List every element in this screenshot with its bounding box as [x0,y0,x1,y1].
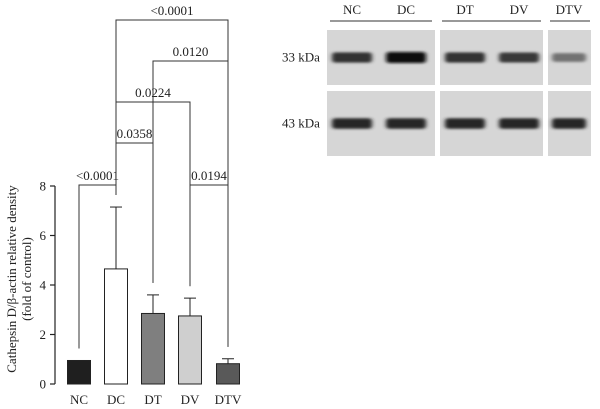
y-axis-label: Cathepsin D/β-actin relative density [4,185,19,373]
bar-dc [104,268,128,385]
band-dtv [552,118,586,129]
x-tick-label-dtv: DTV [215,392,242,407]
y-axis-label-unit: (fold of control) [19,237,34,321]
x-tick-label-nc: NC [70,392,88,407]
lane-label-dc: DC [397,2,415,17]
bar-dv [178,315,202,385]
band-size-label: 43 kDa [282,116,320,131]
bar-dtv [216,363,240,385]
x-tick-label-dc: DC [107,392,125,407]
x-tick-label-dt: DT [144,392,161,407]
band-dv [499,52,539,63]
band-dv [499,118,539,129]
p-value-label: 0.0120 [173,44,209,59]
significance-bracket [115,19,229,347]
band-dtv [552,53,586,62]
bar-dt [141,312,165,385]
band-dt [445,118,485,129]
x-axis-labels: NC DC DT DV DTV [70,392,242,407]
significance-bracket [115,142,154,283]
p-value-label: <0.0001 [76,168,119,183]
y-tick-label: 4 [40,278,47,293]
y-tick-label: 6 [40,228,47,243]
band-dc [386,52,426,63]
y-tick-label: 8 [40,179,47,194]
bar-nc [67,359,91,385]
band-dc [386,118,426,129]
y-axis: 0 2 4 6 8 [40,179,56,392]
y-tick-label: 0 [40,377,47,392]
western-blot: NC DC DT DV DTV 33 kDa 43 kDa [282,2,591,156]
lane-label-dtv: DTV [556,2,583,17]
band-nc [332,118,372,129]
p-value-label: 0.0358 [117,126,153,141]
band-nc [332,52,372,63]
lane-label-dt: DT [456,2,473,17]
band-size-label: 33 kDa [282,50,320,65]
bars [67,206,240,385]
band-dt [445,52,485,63]
lane-label-nc: NC [343,2,361,17]
x-tick-label-dv: DV [181,392,200,407]
lane-label-dv: DV [510,2,529,17]
p-value-label: 0.0194 [191,168,227,183]
significance-bracket [189,184,229,347]
p-value-label: <0.0001 [150,3,193,18]
y-tick-label: 2 [40,327,47,342]
